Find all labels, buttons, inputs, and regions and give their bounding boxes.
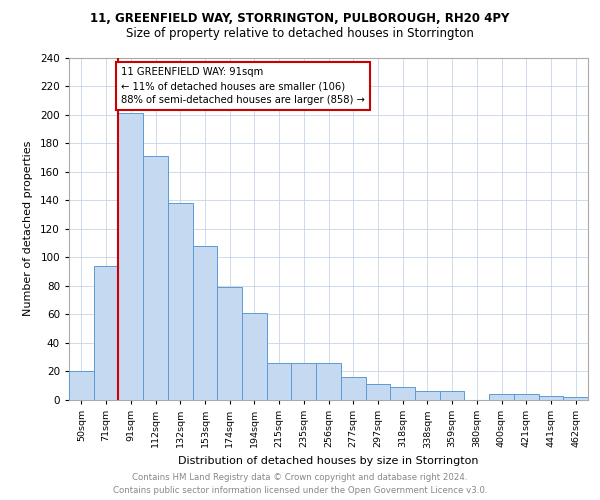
Text: Size of property relative to detached houses in Storrington: Size of property relative to detached ho… (126, 28, 474, 40)
Bar (143, 156, 168, 400)
Bar (390, 387, 415, 400)
Text: 11, GREENFIELD WAY, STORRINGTON, PULBOROUGH, RH20 4PY: 11, GREENFIELD WAY, STORRINGTON, PULBORO… (91, 12, 509, 26)
Y-axis label: Number of detached properties: Number of detached properties (23, 141, 33, 316)
Bar (193, 246, 217, 400)
X-axis label: Distribution of detached houses by size in Storrington: Distribution of detached houses by size … (178, 456, 479, 466)
Bar (415, 392, 440, 400)
Bar (94, 266, 118, 400)
Bar (69, 372, 94, 400)
Text: 11 GREENFIELD WAY: 91sqm
← 11% of detached houses are smaller (106)
88% of semi-: 11 GREENFIELD WAY: 91sqm ← 11% of detach… (121, 68, 365, 106)
Bar (341, 377, 365, 400)
Bar (489, 394, 514, 400)
Bar (118, 113, 143, 400)
Bar (217, 288, 242, 400)
Bar (514, 394, 539, 400)
Bar (242, 313, 267, 400)
Bar (316, 363, 341, 400)
Bar (563, 397, 588, 400)
Text: Contains HM Land Registry data © Crown copyright and database right 2024.
Contai: Contains HM Land Registry data © Crown c… (113, 474, 487, 495)
Bar (365, 384, 390, 400)
Bar (292, 363, 316, 400)
Bar (267, 363, 292, 400)
Bar (440, 392, 464, 400)
Bar (168, 203, 193, 400)
Bar (539, 396, 563, 400)
